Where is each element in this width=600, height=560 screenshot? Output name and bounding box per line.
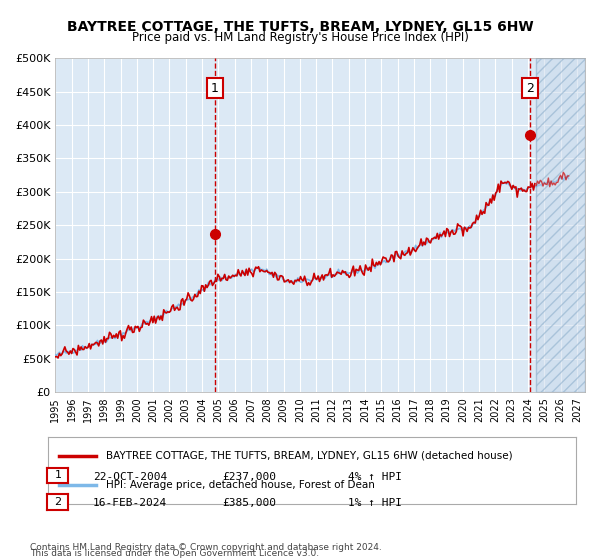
Text: 1: 1 xyxy=(55,470,61,480)
Text: 2: 2 xyxy=(55,497,61,507)
Text: 2: 2 xyxy=(526,82,534,95)
Text: Contains HM Land Registry data © Crown copyright and database right 2024.: Contains HM Land Registry data © Crown c… xyxy=(30,543,382,552)
Text: BAYTREE COTTAGE, THE TUFTS, BREAM, LYDNEY, GL15 6HW (detached house): BAYTREE COTTAGE, THE TUFTS, BREAM, LYDNE… xyxy=(106,451,513,461)
Text: £237,000: £237,000 xyxy=(222,472,276,482)
Text: This data is licensed under the Open Government Licence v3.0.: This data is licensed under the Open Gov… xyxy=(30,549,319,558)
Text: 22-OCT-2004: 22-OCT-2004 xyxy=(93,472,167,482)
Text: 4% ↑ HPI: 4% ↑ HPI xyxy=(348,472,402,482)
Text: Price paid vs. HM Land Registry's House Price Index (HPI): Price paid vs. HM Land Registry's House … xyxy=(131,31,469,44)
Text: 1% ↑ HPI: 1% ↑ HPI xyxy=(348,498,402,508)
Text: 16-FEB-2024: 16-FEB-2024 xyxy=(93,498,167,508)
Text: 1: 1 xyxy=(211,82,219,95)
Text: HPI: Average price, detached house, Forest of Dean: HPI: Average price, detached house, Fore… xyxy=(106,480,375,490)
Text: £385,000: £385,000 xyxy=(222,498,276,508)
Text: BAYTREE COTTAGE, THE TUFTS, BREAM, LYDNEY, GL15 6HW: BAYTREE COTTAGE, THE TUFTS, BREAM, LYDNE… xyxy=(67,20,533,34)
